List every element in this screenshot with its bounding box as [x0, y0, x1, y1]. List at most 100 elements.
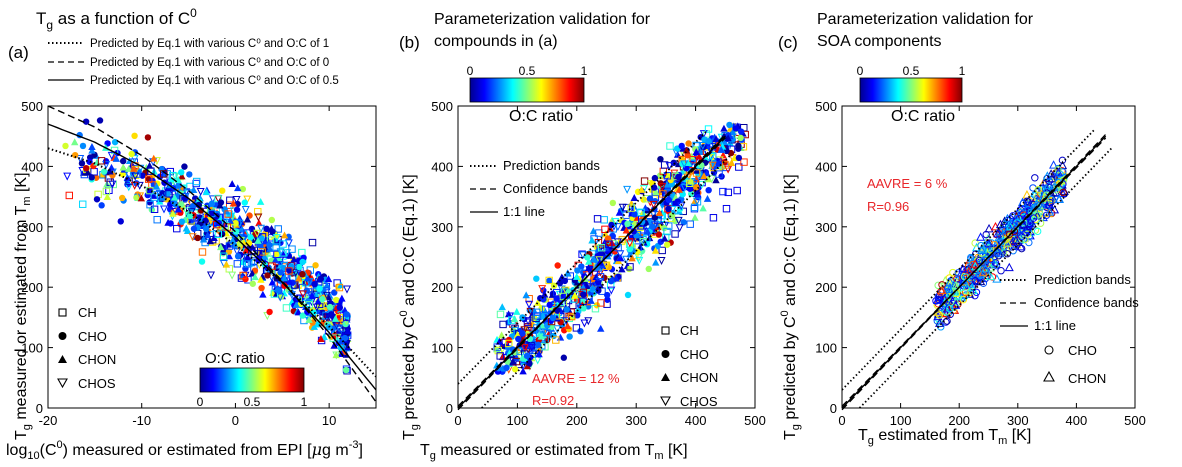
point-down-triangle-a772	[188, 233, 197, 242]
point-circle-a843	[232, 228, 240, 235]
point-triangle-b995	[535, 350, 543, 358]
point-down-triangle-a95	[63, 172, 72, 181]
point-circle-b791	[664, 241, 671, 248]
point-square-a538	[226, 196, 234, 204]
point-triangle-a551	[210, 234, 218, 241]
panel-c-ytick-label-0: 0	[830, 401, 837, 416]
colorbar-a-gradient	[199, 367, 305, 393]
point-triangle-b216	[652, 258, 660, 266]
legend-triangle-marker	[58, 355, 67, 363]
point-triangle-b877	[616, 254, 624, 262]
panel-b-ytick-label-2: 200	[431, 280, 453, 295]
point-square-b761	[552, 336, 560, 344]
point-triangle-a828	[314, 297, 322, 305]
point-triangle-a380	[285, 251, 294, 259]
point-triangle-a471	[71, 138, 79, 146]
colorbar-c-gradient	[859, 77, 963, 103]
point-down-triangle-a28	[206, 271, 216, 280]
point-circle-a880	[266, 308, 273, 316]
legend-chos-label: CHOS	[78, 376, 116, 391]
point-triangle-b977	[537, 332, 545, 340]
point-circle-b798	[626, 245, 634, 253]
point-triangle-a60	[112, 154, 121, 162]
panel-c-plot-area: 0 100 200 300 400 500 0 100 200 300 400 500	[815, 99, 1146, 428]
panel-a-ytick-label-1: 100	[21, 341, 43, 356]
point-circle-a522	[98, 202, 105, 209]
point-open-circle-c583	[954, 269, 962, 277]
legend-c-prediction-label: Prediction bands	[1034, 272, 1131, 287]
point-square-b459	[689, 155, 697, 164]
point-triangle-b681	[712, 176, 720, 184]
point-open-circle-c288	[975, 275, 983, 284]
point-circle-a887	[299, 271, 306, 278]
point-circle-b970	[563, 306, 570, 313]
point-square-b427	[740, 158, 748, 166]
colorbar-a-tick-05: 0.5	[244, 395, 261, 409]
point-square-b663	[499, 320, 507, 329]
point-triangle-a415	[103, 193, 112, 200]
point-triangle-a633	[267, 224, 276, 232]
point-square-b909	[595, 229, 603, 237]
point-triangle-a800	[254, 236, 262, 244]
panel-c-marker-legend: CHO CHON	[1043, 343, 1106, 386]
point-triangle-b325	[691, 213, 699, 221]
point-triangle-b655	[682, 146, 691, 154]
point-circle-b515	[603, 291, 611, 299]
point-triangle-b967	[509, 357, 517, 365]
point-down-triangle-b358	[724, 165, 733, 174]
point-circle-b885	[665, 205, 672, 213]
point-open-circle-c584	[1000, 243, 1009, 251]
panel-b-aavre-annotation: AAVRE = 12 %	[532, 371, 620, 386]
point-circle-a875	[266, 241, 273, 249]
point-circle-b908	[574, 282, 581, 289]
point-triangle-a312	[178, 172, 186, 180]
point-circle-a607	[202, 225, 210, 233]
legend-b-square-marker	[661, 326, 670, 335]
point-square-b699	[545, 276, 553, 285]
point-square-b956	[532, 308, 541, 316]
point-open-triangle-c585	[1005, 222, 1015, 231]
point-triangle-a717	[88, 143, 96, 150]
point-square-a823	[225, 242, 234, 250]
point-open-circle-c495	[997, 267, 1005, 275]
point-down-triangle-b843	[658, 183, 667, 192]
point-circle-a709	[299, 312, 306, 319]
panel-a-ytick-label-0: 0	[36, 401, 43, 416]
point-circle-a544	[178, 169, 185, 176]
point-square-b881	[671, 230, 679, 238]
point-circle-b590	[533, 275, 540, 282]
point-circle-a685	[159, 190, 167, 197]
point-circle-a656	[178, 201, 185, 208]
point-circle-b954	[675, 173, 682, 181]
point-circle-b940	[580, 305, 587, 312]
point-open-triangle-c629	[981, 263, 991, 273]
panel-c-colorbar: 0 0.5 1 O:C ratio	[857, 64, 966, 125]
point-circle-b963	[624, 220, 631, 228]
point-triangle-a866	[338, 294, 346, 302]
point-circle-b666	[554, 262, 561, 269]
panel-b: (b) Parameterization validation for comp…	[398, 11, 766, 462]
point-open-triangle-c278	[1000, 216, 1010, 225]
point-square-b887	[721, 161, 730, 169]
point-circle-a848	[208, 209, 216, 217]
point-circle-b875	[705, 137, 712, 145]
point-square-b788	[593, 215, 602, 223]
point-triangle-b628	[633, 213, 641, 221]
point-triangle-a636	[84, 168, 92, 176]
point-circle-b999	[523, 352, 531, 360]
colorbar-a-tick-1: 1	[301, 395, 308, 409]
point-open-circle-c560	[975, 256, 984, 265]
panel-a-curve-dashed	[47, 105, 377, 403]
point-circle-a798	[247, 234, 254, 241]
point-square-b924	[597, 299, 605, 307]
panel-a-ylabel: Tg measured or estimated from Tm [K]	[13, 172, 33, 440]
point-square-b983	[601, 225, 609, 234]
panel-a-xlabel: log10(C0) measured or estimated from EPI…	[6, 439, 363, 462]
point-open-triangle-c598	[993, 228, 1003, 238]
panel-c-confidence-lower	[841, 137, 1107, 407]
point-circle-a840	[274, 287, 282, 294]
point-open-triangle-c306	[992, 274, 1002, 283]
point-square-b785	[567, 312, 576, 321]
point-open-circle-c118	[1031, 174, 1039, 182]
panel-a-xtick-label-3: 10	[322, 413, 336, 428]
